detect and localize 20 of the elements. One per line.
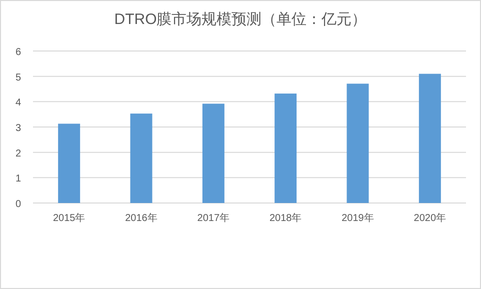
bar	[418, 74, 441, 203]
chart-title: DTRO膜市场规模预测（单位：亿元）	[114, 11, 367, 28]
y-tick-label: 0	[15, 199, 22, 210]
x-tick-label: 2016年	[125, 212, 158, 224]
x-tick-label: 2017年	[197, 212, 230, 224]
x-tick-label: 2019年	[342, 212, 374, 224]
y-tick-label: 2	[15, 148, 22, 160]
bar	[58, 124, 80, 203]
bar	[130, 114, 152, 203]
bar	[274, 94, 297, 203]
x-tick-label: 2020年	[414, 212, 446, 224]
bar	[346, 84, 369, 203]
y-tick-label: 1	[15, 174, 22, 185]
bar	[202, 104, 224, 203]
y-tick-label: 4	[15, 98, 22, 109]
y-tick-label: 3	[15, 123, 22, 134]
y-tick-label: 6	[15, 47, 22, 58]
x-tick-label: 2015年	[52, 212, 86, 224]
y-tick-label: 5	[15, 72, 22, 84]
x-tick-label: 2018年	[269, 212, 302, 224]
